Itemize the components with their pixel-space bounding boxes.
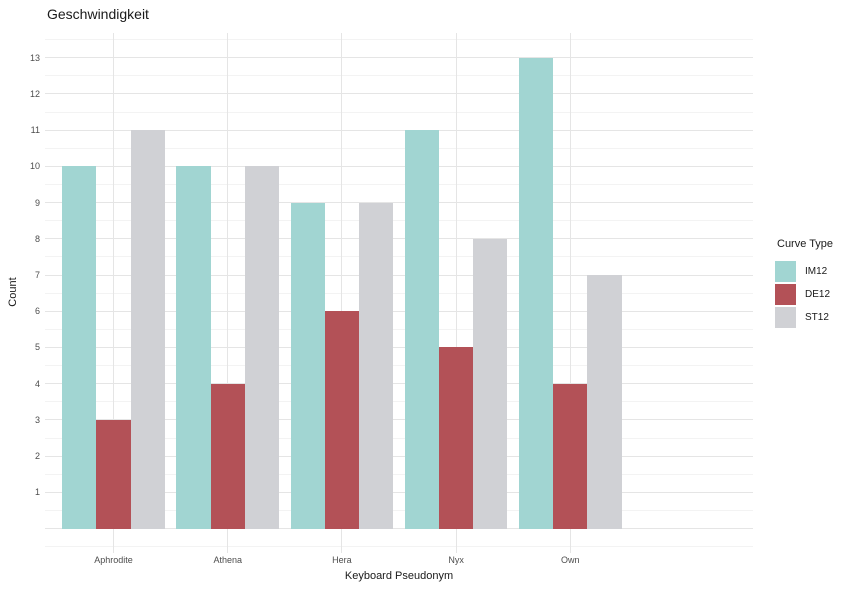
y-tick-label: 2 [34,451,40,462]
gridline-minor [45,473,753,475]
gridline-major [45,528,753,530]
gridline-minor [45,147,753,149]
gridline-vertical [455,33,457,553]
gridline-major [45,383,753,385]
bar-st12-athena [244,166,280,529]
gridline-minor [45,328,753,330]
bar-st12-own [587,275,622,529]
y-tick-label: 3 [34,414,40,425]
gridline-minor [45,509,753,511]
x-tick-label: Hera [332,555,352,565]
legend-label: IM12 [805,266,828,277]
legend-items: IM12 DE12 ST12 [775,261,861,328]
bar-im12-hera [290,202,325,529]
bar-de12-nyx [438,347,474,529]
gridline-major [45,93,753,95]
x-tick-label: Athena [213,555,242,565]
bar-de12-athena [210,383,245,529]
gridline-vertical [569,33,571,553]
bar-de12-aphrodite [96,419,131,529]
y-tick-label: 4 [34,378,40,389]
gridline-minor [45,183,753,185]
legend-label: DE12 [805,289,831,300]
y-tick-label: 9 [34,197,40,208]
bar-im12-athena [176,166,211,529]
gridline-minor [45,437,753,439]
gridline-major [45,346,753,348]
bar-st12-nyx [473,238,508,529]
y-tick-label: 7 [34,270,40,281]
gridline-major [45,165,753,167]
y-tick-label: 1 [34,487,40,498]
legend-swatch-st12 [775,307,796,328]
x-tick-label: Aphrodite [94,555,133,565]
y-tick-label: 5 [34,342,40,353]
plot-panel [45,33,753,553]
y-tick-label: 11 [30,125,40,136]
legend-item: IM12 [775,261,861,282]
y-axis-title: Count [7,277,19,307]
gridline-minor [45,292,753,294]
legend-swatch-de12 [775,284,796,305]
legend-title: Curve Type [777,238,834,250]
gridline-major [45,491,753,493]
legend: Curve Type IM12 DE12 ST12 [775,238,861,330]
gridline-major [45,274,753,276]
y-tick-label: 13 [29,52,40,63]
legend-label: ST12 [805,312,829,323]
bar-de12-hera [324,311,360,529]
gridline-major [45,57,753,59]
gridline-vertical [341,33,343,553]
bar-st12-hera [359,202,394,529]
gridline-minor [45,111,753,113]
gridline-vertical [227,33,229,553]
gridline-minor [45,220,753,222]
y-tick-label: 8 [34,233,40,244]
bar-im12-nyx [404,130,439,529]
gridline-major [45,238,753,240]
bar-im12-aphrodite [62,166,97,529]
x-tick-label: Own [561,555,580,565]
gridline-vertical [113,33,115,553]
gridline-major [45,310,753,312]
legend-swatch-im12 [775,261,796,282]
gridline-minor [45,39,753,41]
gridline-minor [45,401,753,403]
bar-im12-own [518,57,554,529]
gridline-major [45,455,753,457]
gridline-minor [45,365,753,367]
bar-de12-own [553,383,588,529]
legend-item: DE12 [775,284,861,305]
y-tick-label: 10 [29,161,40,172]
bar-st12-aphrodite [130,130,165,529]
chart-title: Geschwindigkeit [47,6,149,22]
y-tick-label: 6 [34,306,40,317]
gridline-minor [45,256,753,258]
gridline-major [45,202,753,204]
gridline-major [45,419,753,421]
x-tick-label: Nyx [448,555,464,565]
gridline-minor [45,546,753,548]
y-tick-label: 12 [29,88,40,99]
gridline-major [45,129,753,131]
x-axis-title: Keyboard Pseudonym [344,570,454,582]
gridline-minor [45,75,753,77]
legend-item: ST12 [775,307,861,328]
